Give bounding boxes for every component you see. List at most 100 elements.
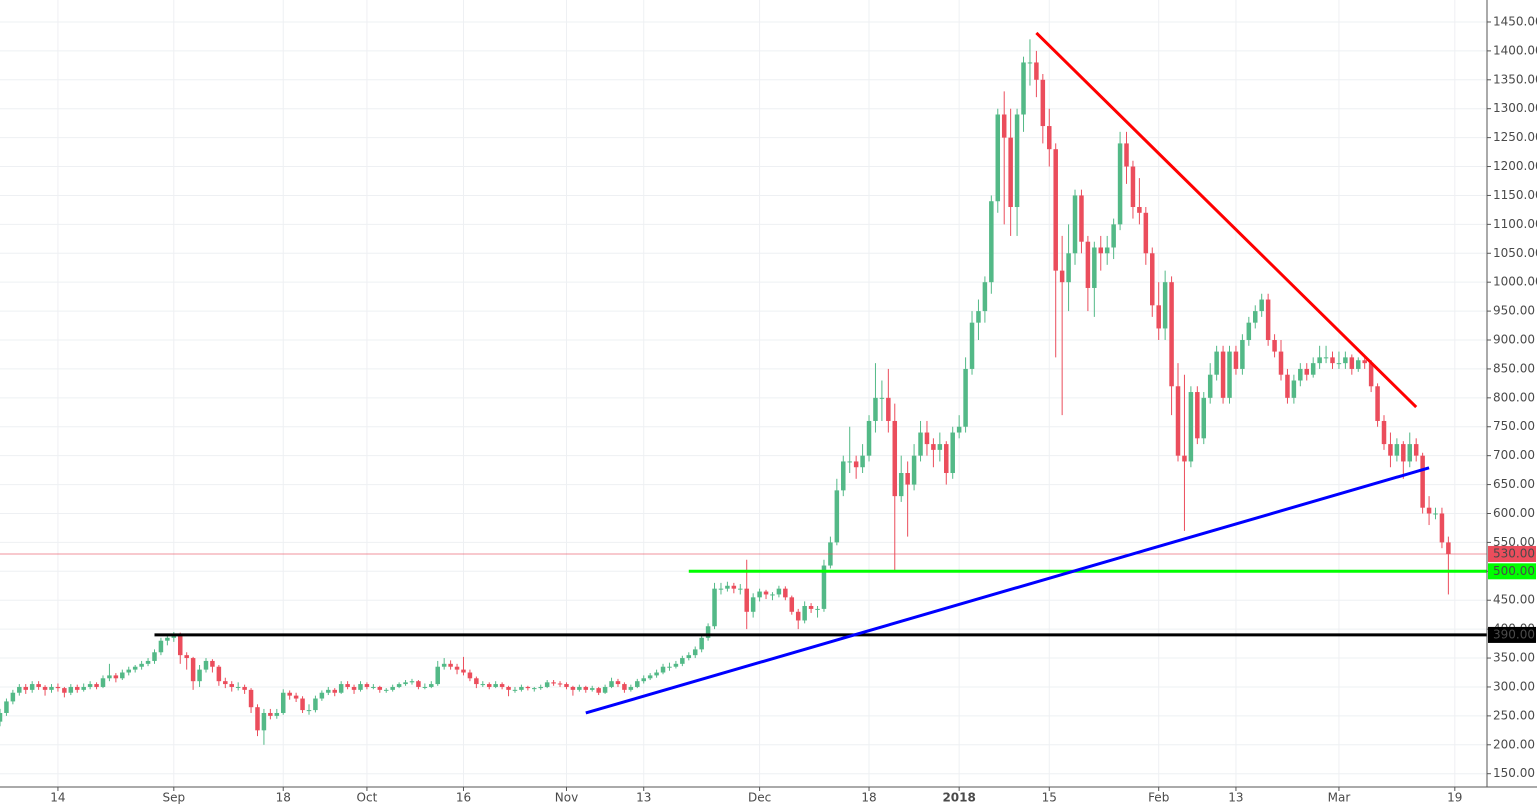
candle-body bbox=[319, 692, 325, 699]
candle-body bbox=[383, 689, 389, 691]
candle-body bbox=[1233, 351, 1239, 369]
candle-body bbox=[841, 461, 846, 491]
candle-body bbox=[255, 707, 260, 731]
candle-body bbox=[1356, 360, 1361, 369]
candle-body bbox=[834, 490, 840, 543]
candle-body bbox=[396, 684, 402, 687]
candle-body bbox=[1195, 392, 1200, 439]
candle-body bbox=[750, 597, 756, 612]
candle-body bbox=[1021, 62, 1026, 115]
candle-body bbox=[1014, 114, 1020, 208]
candle-body bbox=[87, 684, 93, 687]
y-tick-label: 250.00 bbox=[1493, 708, 1535, 722]
candle-body bbox=[1040, 79, 1046, 127]
candle-body bbox=[158, 640, 164, 653]
candle-body bbox=[429, 684, 434, 687]
price-label-box bbox=[1488, 563, 1536, 580]
x-tick-label: Oct bbox=[357, 791, 378, 805]
y-tick-label: 300.00 bbox=[1493, 679, 1535, 693]
candle-body bbox=[139, 663, 144, 667]
candle-body bbox=[1188, 392, 1194, 462]
candle-body bbox=[1368, 363, 1374, 387]
candle-body bbox=[210, 660, 215, 667]
x-tick-label: 13 bbox=[1228, 791, 1243, 805]
candle-body bbox=[763, 591, 769, 595]
candle-body bbox=[1323, 357, 1329, 359]
candle-body bbox=[390, 686, 395, 690]
candle-body bbox=[667, 666, 672, 668]
candle-body bbox=[1446, 542, 1451, 554]
candle-body bbox=[1291, 380, 1297, 398]
x-tick-label: Dec bbox=[748, 791, 771, 805]
candle-body bbox=[956, 426, 962, 433]
candle-body bbox=[995, 114, 1001, 202]
candle-body bbox=[1059, 270, 1065, 283]
candle-body bbox=[1265, 299, 1271, 341]
candle-body bbox=[235, 686, 241, 688]
candle-body bbox=[918, 432, 923, 456]
candle-body bbox=[216, 666, 222, 682]
candle-body bbox=[1137, 207, 1142, 213]
candle-body bbox=[1253, 311, 1258, 323]
candle-body bbox=[184, 655, 189, 659]
candle-body bbox=[145, 660, 151, 664]
x-tick-label: Mar bbox=[1328, 791, 1351, 805]
candle-body bbox=[1201, 397, 1207, 439]
candle-body bbox=[596, 688, 601, 693]
candle-body bbox=[647, 675, 653, 679]
candle-body bbox=[570, 686, 576, 690]
candle-body bbox=[242, 686, 247, 690]
x-tick-label: 13 bbox=[636, 791, 651, 805]
candle-body bbox=[1420, 455, 1425, 508]
candle-body bbox=[107, 675, 112, 679]
y-tick-label: 700.00 bbox=[1493, 448, 1535, 462]
y-tick-label: 1250.00 bbox=[1493, 130, 1537, 144]
trend-line bbox=[585, 466, 1430, 715]
candle-body bbox=[499, 684, 505, 687]
candle-body bbox=[1240, 340, 1245, 369]
candle-body bbox=[815, 608, 820, 610]
candle-body bbox=[1079, 195, 1084, 242]
candle-body bbox=[36, 684, 41, 687]
candle-body bbox=[950, 432, 955, 474]
candle-body bbox=[982, 282, 988, 312]
candle-body bbox=[731, 585, 737, 589]
candle-body bbox=[860, 455, 865, 468]
x-tick-label: 2018 bbox=[942, 791, 975, 805]
candle-body bbox=[177, 634, 183, 656]
candle-body bbox=[1034, 62, 1039, 80]
candle-body bbox=[248, 689, 254, 708]
candle-body bbox=[551, 682, 556, 684]
candle-body bbox=[190, 658, 196, 682]
candle-body bbox=[332, 689, 337, 693]
candle-body bbox=[789, 597, 795, 612]
candle-body bbox=[120, 672, 125, 679]
candle-body bbox=[10, 692, 16, 702]
candle-body bbox=[1381, 420, 1387, 445]
candle-body bbox=[1098, 247, 1104, 254]
candle-body bbox=[268, 712, 273, 716]
candle-body bbox=[609, 681, 614, 687]
candle-body bbox=[525, 686, 531, 689]
candle-body bbox=[512, 689, 518, 691]
candle-body bbox=[81, 686, 86, 690]
grid bbox=[0, 0, 1487, 787]
candle-body bbox=[1272, 340, 1277, 352]
candle-body bbox=[1413, 444, 1419, 456]
y-tick-label: 1150.00 bbox=[1493, 188, 1537, 202]
candle-body bbox=[873, 397, 878, 421]
candle-body bbox=[506, 686, 511, 690]
candle-body bbox=[1130, 166, 1136, 208]
candle-body bbox=[1394, 444, 1400, 456]
candle-body bbox=[403, 682, 408, 685]
candle-body bbox=[1169, 282, 1174, 387]
candle-body bbox=[338, 684, 344, 693]
candle-body bbox=[937, 444, 943, 450]
y-tick-label: 1450.00 bbox=[1493, 14, 1537, 28]
candle-body bbox=[422, 686, 428, 688]
candle-body bbox=[583, 686, 589, 690]
y-tick-label: 150.00 bbox=[1493, 766, 1535, 780]
candle-body bbox=[989, 201, 994, 283]
price-label: 500.00 bbox=[1493, 564, 1535, 578]
